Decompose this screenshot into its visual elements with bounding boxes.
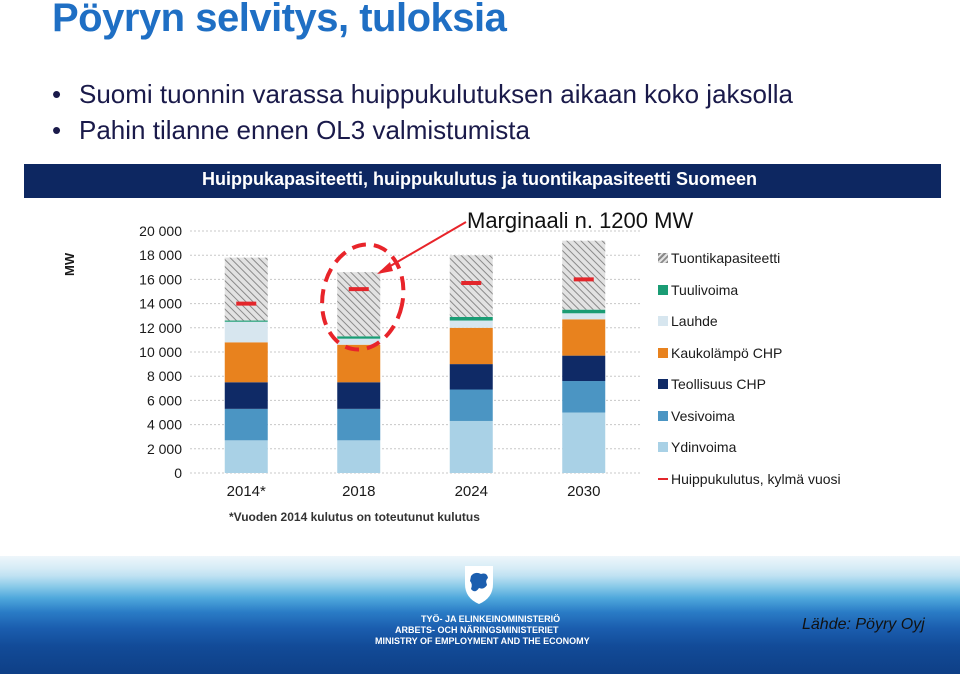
bar-segment — [337, 336, 381, 339]
bar-segment — [224, 342, 268, 383]
legend-swatch — [658, 284, 668, 295]
bullet-list: Suomi tuonnin varassa huippukulutuksen a… — [52, 76, 793, 148]
y-tick-label: 4 000 — [147, 417, 182, 433]
highlight-ellipse — [320, 242, 406, 352]
legend-label: Huippukulutus, kylmä vuosi — [671, 470, 841, 487]
x-tick-label: 2024 — [455, 483, 488, 500]
chart-title-banner: Huippukapasiteetti, huippukulutus ja tuo… — [24, 164, 941, 198]
bar-segment — [224, 257, 268, 321]
ministry-name: TYÖ- JA ELINKEINOMINISTERIÖ ARBETS- OCH … — [375, 614, 590, 647]
bar-segment — [562, 309, 606, 314]
bullet-item: Suomi tuonnin varassa huippukulutuksen a… — [52, 76, 793, 112]
bar-segment — [224, 440, 268, 473]
legend-swatch — [658, 347, 668, 358]
ministry-name-sv: ARBETS- OCH NÄRINGSMINISTERIET — [395, 625, 559, 635]
ministry-name-fi: TYÖ- JA ELINKEINOMINISTERIÖ — [421, 614, 561, 624]
legend-swatch — [658, 477, 668, 480]
bar-segment — [449, 420, 493, 473]
bar-segment — [449, 389, 493, 421]
bar-segment — [449, 327, 493, 365]
bar-segment — [224, 408, 268, 441]
y-tick-label: 2 000 — [147, 441, 182, 457]
x-tick-label: 2030 — [567, 483, 600, 500]
bar-segment — [337, 338, 381, 345]
bar-segment — [337, 408, 381, 441]
legend-label: Vesivoima — [671, 407, 735, 424]
legend-swatch — [658, 442, 668, 452]
y-tick-label: 16 000 — [139, 271, 182, 287]
legend-swatch — [658, 379, 668, 389]
slide-title: Pöyryn selvitys, tuloksia — [52, 0, 507, 40]
legend-label: Lauhde — [671, 313, 718, 329]
bar-segment — [449, 255, 493, 317]
legend-swatch — [658, 253, 668, 263]
bar-segment — [449, 364, 493, 390]
y-tick-label: 18 000 — [139, 247, 182, 263]
legend-swatch — [658, 410, 668, 421]
y-tick-label: 20 000 — [139, 223, 182, 239]
bar-segment — [562, 412, 606, 473]
legend-label: Kaukolämpö CHP — [671, 344, 783, 361]
legend-label: Tuontikapasiteetti — [671, 250, 781, 266]
bar-segment — [337, 382, 381, 409]
y-tick-label: 0 — [174, 465, 182, 481]
y-tick-label: 10 000 — [139, 344, 182, 360]
bar-segment — [224, 321, 268, 343]
ministry-name-en: MINISTRY OF EMPLOYMENT AND THE ECONOMY — [375, 636, 590, 646]
chart-title: Huippukapasiteetti, huippukulutus ja tuo… — [202, 169, 758, 189]
bar-segment — [224, 382, 268, 409]
x-tick-label: 2014* — [227, 483, 266, 500]
y-tick-label: 12 000 — [139, 320, 182, 336]
annotation-arrowhead — [377, 262, 393, 274]
legend-label: Ydinvoima — [671, 439, 737, 455]
legend-label: Tuulivoima — [671, 281, 739, 298]
source-credit: Lähde: Pöyry Oyj — [802, 616, 925, 633]
bar-segment — [337, 440, 381, 473]
legend-swatch — [658, 316, 668, 326]
bar-segment — [449, 316, 493, 321]
finnish-lion-coat-of-arms-icon — [465, 566, 493, 604]
bar-segment — [337, 272, 381, 337]
bullet-item: Pahin tilanne ennen OL3 valmistumista — [52, 112, 793, 148]
margin-annotation: Marginaali n. 1200 MW — [467, 208, 694, 233]
x-tick-label: 2018 — [342, 483, 375, 500]
bar-segment — [449, 320, 493, 328]
bar-segment — [562, 355, 606, 382]
bar-segment — [562, 319, 606, 356]
y-tick-label: 14 000 — [139, 296, 182, 312]
bar-segment — [562, 313, 606, 320]
annotation-arrow — [379, 221, 467, 273]
chart-footnote: *Vuoden 2014 kulutus on toteutunut kulut… — [229, 510, 480, 524]
bar-segment — [562, 240, 606, 310]
y-tick-label: 6 000 — [147, 392, 182, 408]
y-tick-label: 8 000 — [147, 368, 182, 384]
bar-segment — [224, 320, 268, 322]
bar-segment — [562, 381, 606, 413]
legend-label: Teollisuus CHP — [671, 376, 766, 392]
